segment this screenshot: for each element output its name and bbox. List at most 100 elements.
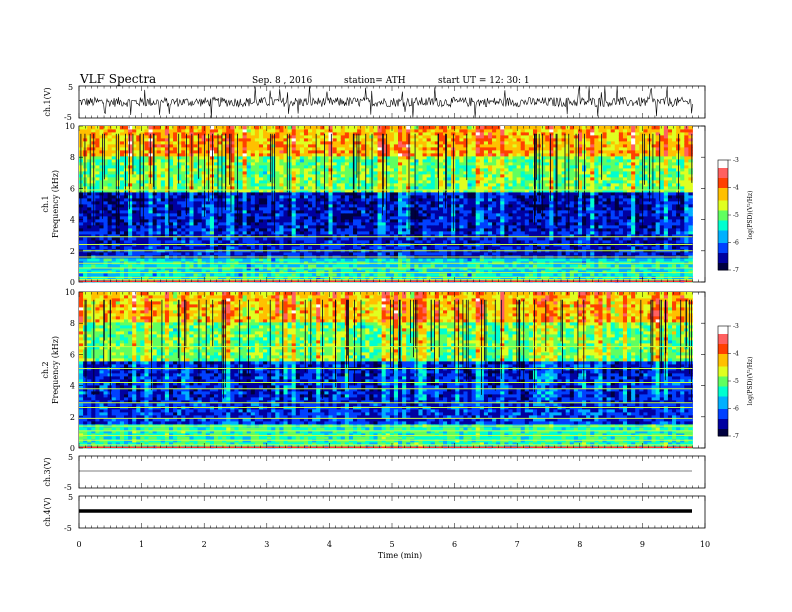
spectrogram-cell (320, 189, 325, 193)
spectrogram-cell (373, 168, 378, 172)
spectrogram-cell (279, 186, 284, 190)
spectrogram-cell (197, 210, 203, 214)
spectrogram-cell (164, 270, 170, 274)
spectrogram-cell (177, 189, 182, 193)
spectrogram-cell (148, 168, 154, 172)
spectrogram-cell (193, 126, 199, 130)
spectrogram-cell (140, 204, 145, 208)
spectrogram-cell (205, 132, 211, 136)
spectrogram-cell (438, 264, 444, 268)
spectrogram-cell (455, 153, 460, 157)
spectrogram-cell (226, 222, 231, 226)
spectrogram-cell (291, 198, 297, 202)
spectrogram-cell (467, 204, 473, 208)
spectrogram-cell (95, 165, 100, 169)
spectrogram-cell (242, 240, 248, 244)
spectrogram-cell (238, 195, 243, 199)
spectrogram-cell (320, 171, 325, 175)
spectrogram-cell (205, 168, 211, 172)
spectrogram-cell (332, 231, 338, 235)
spectrogram-cell (189, 264, 194, 268)
spectrogram-cell (193, 216, 199, 220)
spectrogram-cell (348, 240, 354, 244)
spectrogram-cell (336, 159, 342, 163)
spectrogram-cell (328, 258, 333, 262)
spectrogram-cell (402, 201, 407, 205)
spectrogram-cell (361, 141, 366, 145)
spectrogram-cell (353, 141, 358, 145)
spectrogram-cell (283, 138, 288, 142)
spectrogram-cell (312, 129, 317, 133)
spectrogram-cell (258, 237, 264, 241)
spectrogram-cell (144, 231, 149, 235)
spectrogram-cell (353, 198, 358, 202)
spectrogram-cell (385, 222, 391, 226)
spectrogram-cell (140, 273, 145, 277)
spectrogram-cell (226, 183, 231, 187)
spectrogram-cell (107, 261, 113, 265)
spectrogram-cell (422, 270, 428, 274)
spectrogram-cell (242, 261, 248, 265)
spectrogram-cell (348, 186, 354, 190)
spectrogram-cell (312, 207, 317, 211)
spectrogram-cell (340, 228, 346, 232)
spectrogram-cell (357, 159, 362, 163)
spectrogram-cell (193, 183, 199, 187)
spectrogram-cell (426, 240, 432, 244)
spectrogram-cell (246, 207, 252, 211)
spectrogram-cell (111, 204, 117, 208)
spectrogram-cell (189, 240, 194, 244)
spectrogram-cell (87, 237, 92, 241)
spectrogram-cell (340, 264, 346, 268)
spectrogram-cell (197, 174, 203, 178)
spectrogram-cell (242, 183, 248, 187)
spectrogram-cell (447, 222, 452, 226)
spectrogram-cell (303, 267, 309, 271)
spectrogram-cell (361, 168, 366, 172)
spectrogram-cell (197, 267, 203, 271)
spectrogram-cell (152, 219, 158, 223)
spectrogram-cell (213, 162, 219, 166)
spectrogram-cell (132, 138, 137, 142)
spectrogram-cell (451, 252, 456, 256)
spectrogram-cell (193, 240, 199, 244)
spectrogram-cell (418, 207, 423, 211)
spectrogram-cell (353, 246, 358, 250)
spectrogram-cell (148, 201, 154, 205)
spectrogram-cell (267, 222, 272, 226)
spectrogram-cell (398, 228, 403, 232)
spectrogram-cell (402, 252, 407, 256)
spectrogram-cell (205, 240, 211, 244)
spectrogram-cell (443, 270, 448, 274)
spectrogram-cell (115, 150, 121, 154)
spectrogram-cell (258, 129, 264, 133)
spectrogram-cell (119, 195, 125, 199)
spectrogram-cell (324, 168, 329, 172)
spectrogram-cell (267, 225, 272, 229)
spectrogram-cell (365, 132, 370, 136)
spectrogram-cell (132, 135, 137, 139)
spectrogram-cell (152, 141, 158, 145)
spectrogram-cell (230, 138, 235, 142)
spectrogram-cell (242, 171, 248, 175)
spectrogram-cell (115, 189, 121, 193)
spectrogram-cell (414, 177, 419, 181)
spectrogram-cell (242, 162, 248, 166)
spectrogram-cell (430, 135, 436, 139)
spectrogram-cell (103, 192, 109, 196)
spectrogram-cell (463, 189, 468, 193)
spectrogram-cell (238, 192, 243, 196)
spectrogram-cell (164, 129, 170, 133)
spectrogram-cell (336, 144, 342, 148)
spectrogram-cell (258, 234, 264, 238)
spectrogram-cell (430, 180, 436, 184)
spectrogram-cell (115, 204, 121, 208)
spectrogram-cell (357, 129, 362, 133)
spectrogram-cell (234, 168, 239, 172)
spectrogram-cell (328, 153, 333, 157)
spectrogram-cell (434, 198, 440, 202)
spectrogram-cell (123, 144, 129, 148)
spectrogram-cell (320, 264, 325, 268)
spectrogram-cell (418, 177, 423, 181)
spectrogram-cell (438, 129, 444, 133)
